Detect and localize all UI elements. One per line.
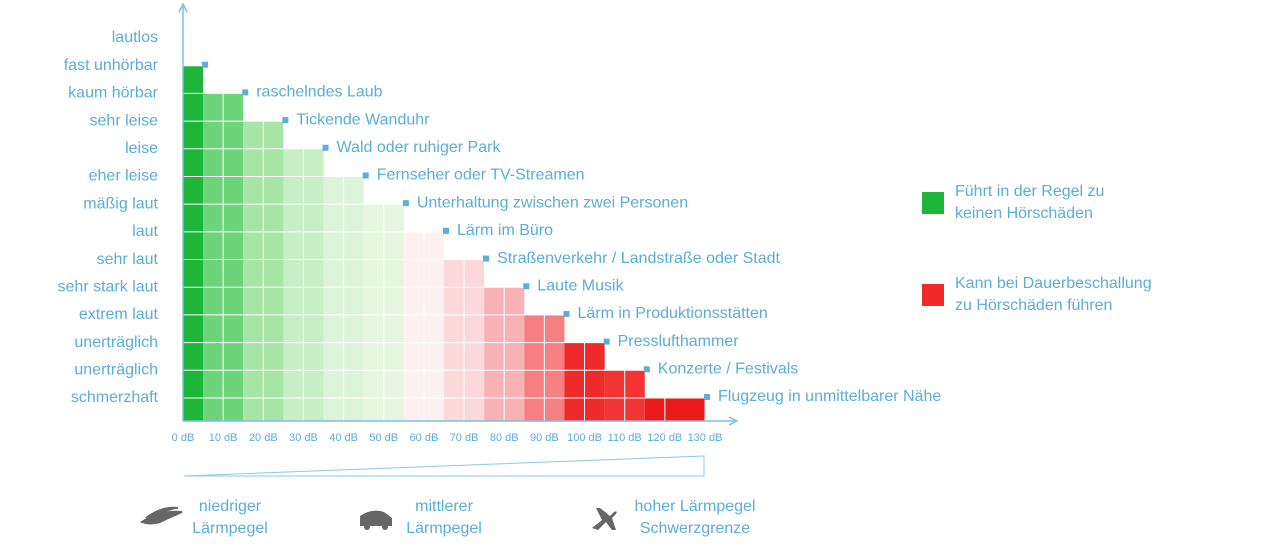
scale-label: mittlerer	[415, 498, 473, 515]
y-tick-label: lautlos	[112, 29, 158, 46]
scale-label: hoher Lärmpegel	[635, 498, 756, 515]
bar-label: Laute Musik	[537, 277, 624, 294]
bar-marker	[704, 394, 710, 400]
bar-marker	[563, 310, 570, 317]
legend-label: Führt in der Regel zu	[955, 183, 1104, 200]
y-tick-label: sehr leise	[90, 112, 159, 129]
bar-label: Wald oder ruhiger Park	[337, 139, 502, 156]
bar-marker	[443, 227, 449, 234]
plane-icon	[592, 508, 617, 530]
bar-label: Flugzeug in unmittelbarer Nähe	[718, 388, 941, 405]
bar-label: Konzerte / Festivals	[658, 361, 799, 378]
x-tick-label: 30 dB	[289, 432, 318, 444]
y-tick-label: fast unhörbar	[64, 57, 159, 74]
bar-label: Lärm in Produktionsstätten	[577, 305, 767, 322]
car-wheel	[382, 524, 388, 530]
y-tick-label: sehr stark laut	[58, 278, 159, 295]
y-tick-label: schmerzhaft	[71, 389, 159, 406]
x-tick-label: 40 dB	[329, 432, 358, 444]
bar-marker	[483, 255, 490, 262]
x-tick-label: 100 dB	[567, 432, 602, 444]
bar-label: Lärm im Büro	[457, 222, 553, 239]
bar-marker	[322, 144, 329, 151]
x-tick-label: 70 dB	[450, 432, 479, 444]
bar-label: Presslufthammer	[618, 333, 740, 350]
x-tick-label: 60 dB	[410, 432, 439, 444]
bar-label: raschelndes Laub	[256, 84, 382, 101]
bar	[183, 65, 204, 421]
feather-icon	[139, 506, 183, 525]
x-tick-label: 130 dB	[688, 432, 723, 444]
legend-label: Kann bei Dauerbeschallung	[955, 275, 1152, 292]
legend-label: keinen Hörschäden	[955, 205, 1093, 222]
x-tick-label: 0 dB	[172, 432, 195, 444]
x-axis-arrow	[728, 416, 739, 426]
y-tick-label: extrem laut	[79, 306, 159, 323]
x-tick-label: 120 dB	[647, 432, 682, 444]
car-icon	[360, 510, 392, 526]
x-tick-label: 50 dB	[369, 432, 398, 444]
y-tick-label: sehr laut	[97, 251, 159, 268]
bar-label: Fernseher oder TV-Streamen	[377, 167, 585, 184]
y-tick-label: leise	[125, 140, 158, 157]
bar	[644, 398, 705, 421]
bar-marker	[523, 283, 530, 290]
x-tick-label: 90 dB	[530, 432, 559, 444]
scale-label: Lärmpegel	[192, 520, 268, 537]
y-tick-label: kaum hörbar	[68, 85, 158, 102]
bar-label: Straßenverkehr / Landstraße oder Stadt	[497, 250, 780, 267]
scale-label: niedriger	[199, 498, 262, 515]
y-tick-label: eher leise	[89, 168, 158, 185]
y-axis-arrow	[178, 2, 188, 13]
y-tick-label: unerträglich	[74, 362, 158, 379]
legend-label: zu Hörschäden führen	[955, 297, 1112, 314]
y-tick-label: unerträglich	[74, 334, 158, 351]
bar-marker	[643, 366, 650, 373]
bar-marker	[402, 200, 409, 207]
bar-marker	[362, 172, 369, 179]
legend-swatch	[922, 284, 944, 306]
y-tick-label: laut	[132, 223, 158, 240]
level-wedge	[183, 455, 705, 477]
car-wheel	[364, 524, 370, 530]
bar-marker	[282, 117, 289, 124]
scale-label: Schwerzgrenze	[640, 520, 750, 537]
y-tick-label: mäßig laut	[83, 195, 158, 212]
x-tick-label: 110 dB	[608, 432, 642, 444]
bar-label: Unterhaltung zwischen zwei Personen	[417, 194, 688, 211]
scale-label: Lärmpegel	[406, 520, 482, 537]
bar-label: Tickende Wanduhr	[296, 111, 430, 128]
legend-swatch	[922, 192, 944, 214]
x-tick-label: 20 dB	[249, 432, 278, 444]
bar-marker	[603, 338, 610, 345]
bar-marker	[242, 89, 249, 96]
x-tick-label: 80 dB	[490, 432, 519, 444]
x-tick-label: 10 dB	[209, 432, 238, 444]
icons	[139, 506, 617, 530]
bar-marker	[202, 61, 209, 68]
